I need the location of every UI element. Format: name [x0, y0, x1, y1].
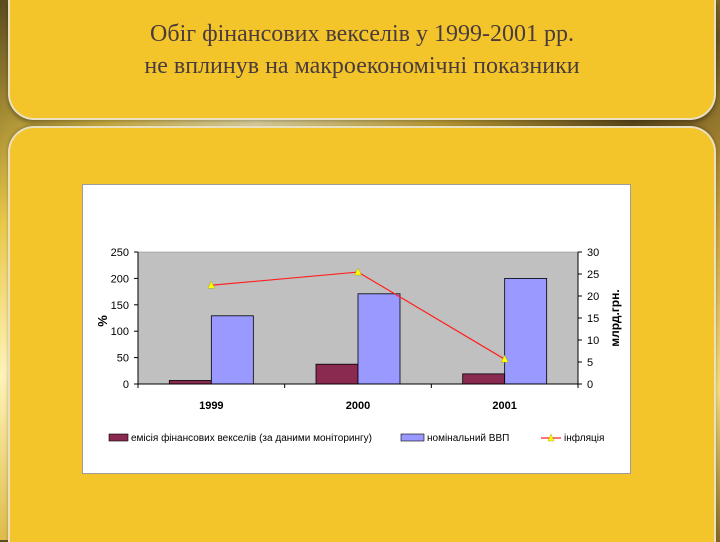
bar-gdp-1999: [210, 315, 254, 385]
chart-svg: 0 50 100 150 200 250 0 5 10 15 20 25 30 1999 2000 200…: [95, 247, 622, 444]
left-tick-label: 50: [117, 353, 129, 365]
slide-title: Обіг фінансових векселів у 1999-2001 рр.…: [10, 18, 714, 82]
left-tick-label: 0: [123, 379, 129, 391]
right-tick-label: 20: [587, 291, 599, 303]
x-tick-label-2000: 2000: [346, 400, 370, 412]
legend-label-1: номінальний ВВП: [427, 433, 509, 444]
right-tick-label: 25: [587, 269, 599, 281]
legend-label-2: інфляція: [564, 432, 604, 444]
title-line-2: не вплинув на макроекономічні показники: [144, 53, 580, 79]
bar-emission-1999: [168, 380, 212, 385]
chart-container: 0 50 100 150 200 250 0 5 10 15 20 25 30 1999 2000 200…: [82, 184, 631, 474]
bar-emission-2001: [462, 373, 506, 385]
bar-gdp-2000: [357, 293, 401, 385]
inflation-marker-1999: [207, 280, 216, 289]
bar-emission-2000: [315, 363, 359, 385]
title-line-1: Обіг фінансових векселів у 1999-2001 рр.: [150, 21, 574, 47]
inflation-marker-2001: [500, 354, 509, 363]
left-tick-label: 150: [111, 300, 129, 312]
y-axis-right-label: млрд.грн.: [608, 289, 622, 346]
x-tick-label-2001: 2001: [492, 400, 516, 412]
legend-swatch-0: [108, 433, 129, 442]
legend-swatch-marker: [547, 433, 555, 442]
x-tick-label-1999: 1999: [199, 400, 223, 412]
left-tick-label: 250: [111, 247, 129, 259]
right-tick-label: 30: [587, 247, 599, 259]
right-tick-label: 0: [587, 379, 593, 391]
title-panel: Обіг фінансових векселів у 1999-2001 рр.…: [8, 0, 716, 120]
inflation-marker-2000: [354, 267, 362, 276]
y-axis-left-label: %: [95, 315, 110, 327]
right-tick-label: 5: [587, 357, 593, 369]
right-tick-label: 15: [587, 313, 599, 325]
right-tick-label: 10: [587, 335, 599, 347]
bar-gdp-2001: [504, 278, 548, 385]
legend-swatch-1: [400, 433, 425, 442]
left-tick-label: 200: [111, 273, 129, 285]
left-tick-label: 100: [111, 326, 129, 338]
legend-label-0: емісія фінансових векселів (за даними мо…: [131, 432, 372, 444]
